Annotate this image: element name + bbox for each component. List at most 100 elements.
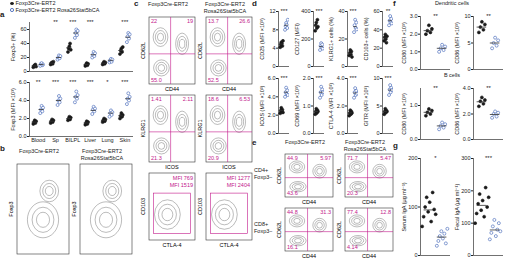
svg-text:0: 0: [23, 68, 26, 74]
svg-text:CD62L: CD62L: [276, 167, 282, 184]
svg-text:200: 200: [408, 155, 417, 161]
svg-text:CTLA-4: CTLA-4: [220, 242, 239, 248]
svg-text:2.0: 2.0: [268, 112, 276, 118]
svg-text:CD103+ cells (%): CD103+ cells (%): [363, 17, 369, 60]
svg-text:Lung: Lung: [101, 137, 113, 143]
svg-text:4.0: 4.0: [463, 85, 471, 91]
svg-text:3.0: 3.0: [410, 13, 418, 19]
svg-text:6.0: 6.0: [19, 79, 27, 85]
svg-text:19: 19: [187, 18, 193, 24]
svg-text:CD103: CD103: [197, 198, 203, 215]
svg-text:**: **: [433, 13, 438, 19]
svg-text:2.0: 2.0: [19, 115, 27, 121]
svg-text:CD80 (MFI ×10³): CD80 (MFI ×10³): [401, 93, 407, 135]
svg-text:0.0: 0.0: [410, 66, 418, 72]
svg-text:300: 300: [461, 155, 470, 161]
svg-text:ICOS: ICOS: [222, 164, 236, 170]
svg-text:4.0: 4.0: [19, 97, 27, 103]
svg-text:MFI 1277: MFI 1277: [227, 175, 250, 181]
svg-text:20: 20: [373, 45, 379, 51]
svg-text:0.0: 0.0: [302, 130, 310, 136]
svg-text:KLRG1: KLRG1: [197, 119, 203, 137]
svg-text:60: 60: [373, 8, 379, 14]
svg-text:40: 40: [338, 8, 344, 14]
svg-text:CD86 (MFI ×10³): CD86 (MFI ×10³): [454, 93, 460, 135]
svg-text:CD44: CD44: [222, 86, 236, 92]
svg-text:CD62L: CD62L: [336, 221, 342, 238]
svg-text:100: 100: [461, 220, 470, 226]
svg-text:***: ***: [280, 8, 288, 14]
svg-text:***: ***: [280, 75, 288, 81]
svg-text:0: 0: [467, 252, 470, 258]
svg-text:13.7: 13.7: [208, 18, 219, 24]
svg-text:0.0: 0.0: [19, 133, 27, 139]
svg-text:Skin: Skin: [119, 137, 130, 143]
svg-text:6.0: 6.0: [268, 75, 276, 81]
svg-text:Foxp3+ (%): Foxp3+ (%): [10, 33, 16, 62]
svg-text:Foxp3: Foxp3: [8, 201, 14, 216]
svg-text:10: 10: [373, 75, 379, 81]
svg-text:CD44: CD44: [362, 199, 376, 205]
svg-text:Foxp3: Foxp3: [71, 201, 77, 216]
svg-text:***: ***: [87, 19, 95, 25]
svg-text:0: 0: [376, 130, 379, 136]
svg-text:0.0: 0.0: [410, 136, 418, 142]
svg-text:CD44: CD44: [362, 253, 376, 259]
svg-text:Blood: Blood: [31, 137, 45, 143]
svg-text:44.9: 44.9: [287, 155, 298, 161]
svg-text:4.0: 4.0: [268, 94, 276, 100]
svg-text:18.6: 18.6: [208, 96, 219, 102]
svg-text:Sp: Sp: [52, 137, 59, 143]
svg-text:12.8: 12.8: [380, 209, 391, 215]
svg-text:**: **: [36, 79, 41, 85]
svg-text:MFI 769: MFI 769: [173, 175, 193, 181]
svg-text:20: 20: [338, 36, 344, 42]
svg-text:***: ***: [384, 75, 392, 81]
svg-text:0.0: 0.0: [268, 130, 276, 136]
svg-text:0: 0: [341, 63, 344, 69]
svg-text:CD127 (MFI): CD127 (MFI): [294, 23, 300, 55]
svg-text:CD86 (MFI ×10³): CD86 (MFI ×10³): [454, 22, 460, 64]
svg-text:MFI 2404: MFI 2404: [227, 182, 250, 188]
svg-text:***: ***: [349, 75, 357, 81]
svg-text:CD62L: CD62L: [197, 42, 203, 59]
svg-text:20.9: 20.9: [208, 155, 219, 161]
svg-text:CD44: CD44: [302, 199, 316, 205]
svg-text:21.3: 21.3: [151, 155, 162, 161]
svg-text:8: 8: [272, 27, 275, 33]
svg-text:***: ***: [52, 79, 60, 85]
svg-text:MFI 1519: MFI 1519: [170, 182, 193, 188]
svg-text:CD69 (MFI ×10³): CD69 (MFI ×10³): [294, 85, 300, 127]
svg-text:CD62L: CD62L: [336, 167, 342, 184]
svg-text:CD62L: CD62L: [140, 42, 146, 59]
svg-text:0: 0: [376, 63, 379, 69]
svg-text:*: *: [434, 155, 437, 161]
svg-text:**: **: [486, 85, 491, 91]
svg-text:CD25 (MFI ×10³): CD25 (MFI ×10³): [259, 18, 265, 60]
svg-text:4.0: 4.0: [337, 75, 345, 81]
svg-text:ICOS: ICOS: [165, 164, 179, 170]
svg-text:71.7: 71.7: [347, 155, 358, 161]
svg-text:5: 5: [376, 103, 379, 109]
svg-text:ICOS (MFI ×10³): ICOS (MFI ×10³): [259, 85, 265, 126]
svg-text:CD44: CD44: [302, 253, 316, 259]
svg-text:Liver: Liver: [84, 137, 96, 143]
svg-text:CD103: CD103: [140, 198, 146, 215]
svg-text:CD80 (MFI ×10³): CD80 (MFI ×10³): [401, 22, 407, 64]
svg-text:200: 200: [461, 188, 470, 194]
svg-text:1.0: 1.0: [410, 102, 418, 108]
svg-text:2.0: 2.0: [410, 31, 418, 37]
svg-text:***: ***: [121, 19, 129, 25]
svg-text:400: 400: [301, 8, 310, 14]
svg-text:*: *: [106, 79, 109, 85]
svg-text:26.6: 26.6: [239, 18, 250, 24]
svg-text:***: ***: [69, 79, 77, 85]
svg-text:***: ***: [485, 155, 493, 161]
svg-text:1.0: 1.0: [302, 103, 310, 109]
svg-text:1.41: 1.41: [151, 96, 162, 102]
svg-text:4: 4: [272, 45, 275, 51]
svg-text:1.0: 1.0: [410, 49, 418, 55]
svg-text:60: 60: [20, 26, 26, 32]
svg-text:2.0: 2.0: [302, 75, 310, 81]
svg-text:44.8: 44.8: [287, 209, 298, 215]
